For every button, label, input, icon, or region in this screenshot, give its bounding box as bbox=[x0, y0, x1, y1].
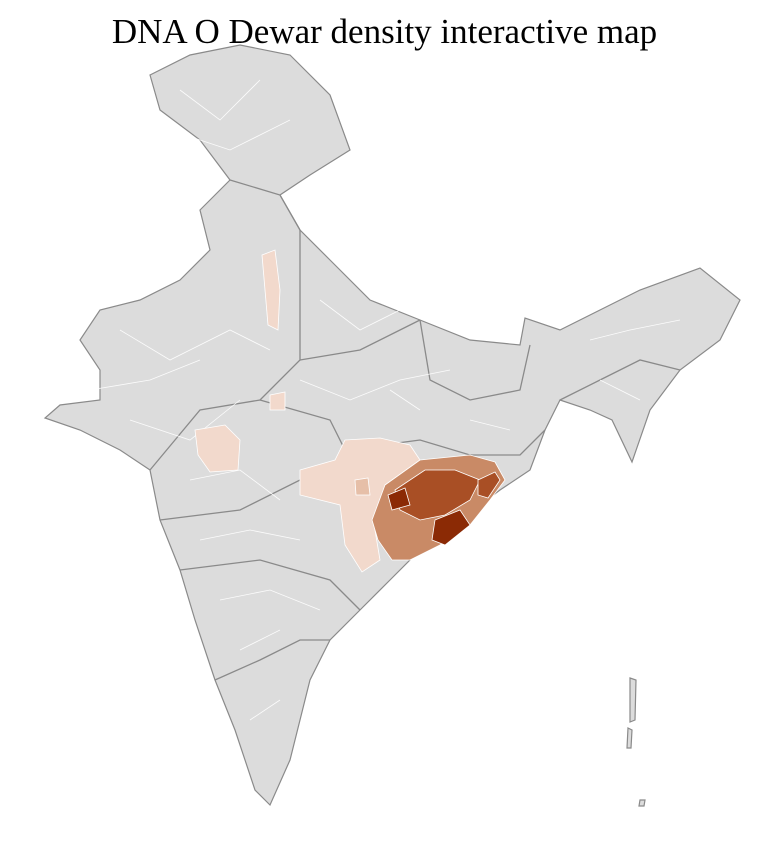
region-very-low-west[interactable] bbox=[194, 424, 241, 473]
region-low[interactable] bbox=[354, 477, 371, 496]
state-borders bbox=[149, 179, 681, 681]
region-max[interactable] bbox=[431, 509, 471, 546]
region-high-coast[interactable] bbox=[477, 471, 501, 499]
district-borders bbox=[89, 79, 681, 721]
region-high[interactable] bbox=[394, 469, 481, 521]
region-very-low-north-strip[interactable] bbox=[261, 249, 281, 331]
region-max-west[interactable] bbox=[387, 487, 411, 511]
map-title: DNA O Dewar density interactive map bbox=[111, 12, 658, 51]
andaman-islands bbox=[626, 677, 646, 807]
region-very-low-central[interactable] bbox=[269, 391, 286, 411]
